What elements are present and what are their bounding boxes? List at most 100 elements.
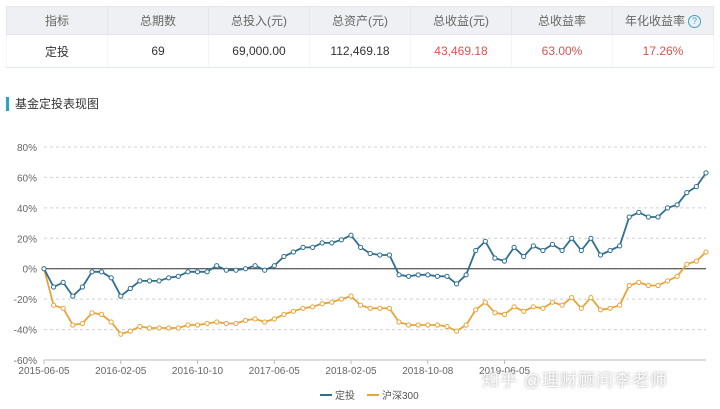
series-1-point [434,322,440,328]
cell-total-investment: 69,000.00 [208,34,310,68]
series-1-point [310,304,316,310]
series-0-point [444,273,450,279]
series-0-point [310,244,316,251]
series-0-point [137,278,143,284]
series-0-point [70,293,76,299]
x-tick-label: 2018-10-08 [402,366,454,377]
series-0-point [290,249,296,255]
series-0-point [703,170,709,176]
series-1-point [454,328,460,334]
series-1-point [425,322,431,328]
series-0-point [156,278,162,284]
series-0-point [521,253,527,260]
cell-indicator: 定投 [6,34,108,68]
series-1-point [99,311,105,317]
series-1-point [51,302,57,308]
series-0-point [348,232,354,238]
cell-total-return-rate: 63.00% [511,34,613,68]
y-tick-label: 0% [23,265,38,276]
series-1-point [367,305,373,311]
series-1-point [684,261,690,267]
series-0-point [41,266,47,272]
y-tick-label: 60% [17,173,37,184]
series-1-point [358,302,364,308]
question-circle-icon[interactable]: ? [688,15,701,29]
series-1-point [156,325,162,331]
series-1-point [588,295,594,301]
series-0-point [79,284,86,290]
series-1-point [60,305,66,311]
header-annualized-return: 年化收益率? [612,6,714,35]
legend-label-1: 沪深300 [382,389,419,402]
series-0-point [511,244,517,251]
series-1-point [185,322,191,328]
series-0-point [223,267,229,273]
series-1-point [511,304,517,310]
series-1-point [146,325,153,331]
summary-header-row: 指标 总期数 总投入(元) 总资产(元) 总收益(元) 总收益率 年化收益率? [6,6,714,35]
series-1-point [521,308,527,314]
series-0-point [482,238,488,244]
series-0-point [636,209,642,216]
series-0-point [118,293,124,299]
cell-total-profit: 43,469.18 [410,34,512,68]
series-1-point [89,310,95,316]
header-total-investment: 总投入(元) [208,6,310,35]
series-1-point [549,299,556,305]
series-1-point [396,319,402,325]
series-0-point [406,273,412,279]
series-0-point [60,279,66,285]
series-0-point [214,263,220,269]
series-0-point [281,253,287,260]
performance-chart: -60% -40% -20% 0% 20% 40% 60% 80% 2015-06-05 2016… [14,143,709,402]
series-0-point [501,258,508,264]
series-line-0 [43,172,707,298]
series-0-point [607,247,613,254]
series-0-point [99,269,105,275]
series-1-point [415,322,421,328]
series-0-point [415,272,421,278]
series-0-point [358,244,364,251]
cell-annualized-return: 17.26% [612,34,714,68]
series-0-point [463,272,469,278]
series-0-point [693,184,700,190]
y-tick-label: 20% [17,234,37,245]
series-0-point [425,272,431,278]
series-1-point [194,322,201,328]
series-1-point [492,310,498,316]
series-0-point [338,237,344,243]
y-tick-label: 40% [17,204,37,215]
header-total-return-rate: 总收益率 [511,6,613,35]
series-1-point [473,307,479,313]
series-1-point [617,302,623,308]
series-1-point [300,305,306,311]
series-1-point [127,328,133,334]
series-0-point [559,247,565,254]
x-tick-label: 2017-06-05 [249,366,301,377]
series-0-point [434,273,440,279]
series-1-point [645,282,652,289]
x-tick-label: 2018-02-05 [325,366,377,377]
series-1-point [386,305,392,311]
series-0-point [386,252,392,258]
legend-label-0: 定投 [335,389,355,402]
series-1-point [175,325,181,331]
series-1-point [569,295,575,301]
series-1-point [329,299,335,305]
header-total-assets: 总资产(元) [309,6,411,35]
series-0-point [242,266,249,272]
series-0-point [300,244,306,251]
series-0-point [319,240,325,246]
series-0-point [146,278,153,284]
series-1-point [204,320,210,327]
series-0-point [262,267,268,273]
series-0-point [252,263,258,269]
cell-total-periods: 69 [107,34,209,68]
y-tick-label: -40% [14,326,37,337]
series-0-point [175,273,181,279]
header-total-profit: 总收益(元) [410,6,512,35]
section-title-accent [6,97,9,111]
series-1-point [118,331,124,337]
series-1-point [636,279,642,285]
series-0-point [329,240,335,246]
